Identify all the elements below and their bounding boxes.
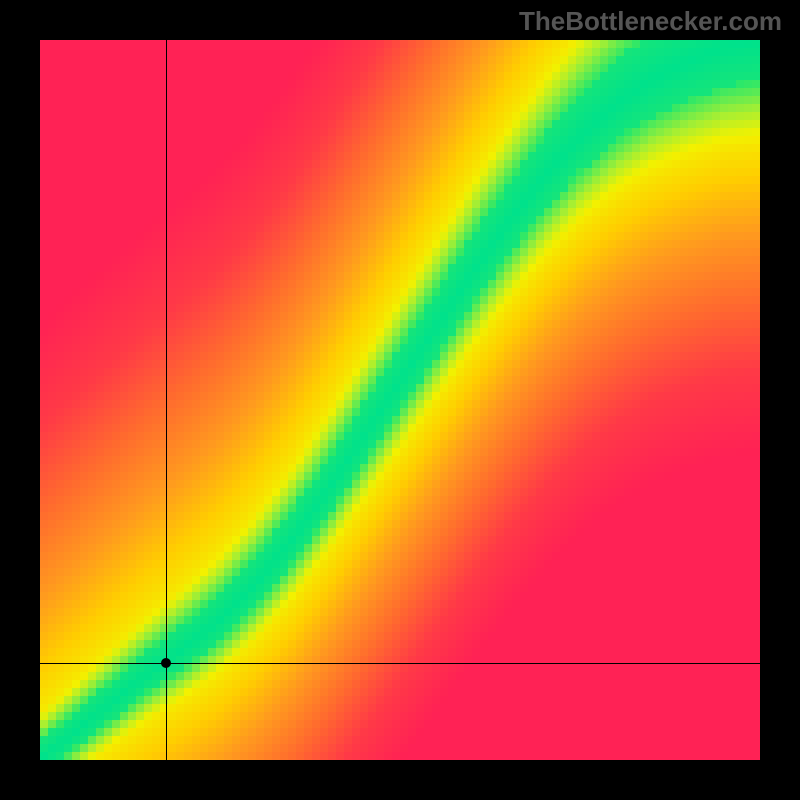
- crosshair-horizontal: [40, 663, 760, 664]
- plot-area: [40, 40, 760, 760]
- marker-dot: [161, 658, 171, 668]
- heatmap-canvas: [40, 40, 760, 760]
- watermark-label: TheBottlenecker.com: [519, 6, 782, 37]
- crosshair-vertical: [166, 40, 167, 760]
- chart-root: TheBottlenecker.com: [0, 0, 800, 800]
